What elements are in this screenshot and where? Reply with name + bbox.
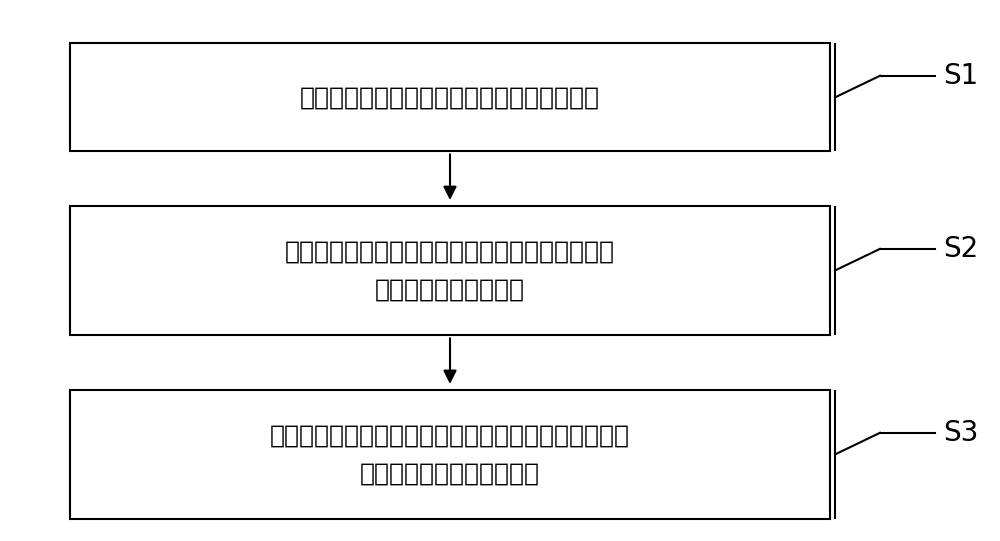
Text: 建立交通排放目标函数: 建立交通排放目标函数 xyxy=(375,278,525,301)
FancyBboxPatch shape xyxy=(70,43,830,151)
Text: S1: S1 xyxy=(943,62,978,90)
FancyBboxPatch shape xyxy=(70,390,830,519)
Text: 建立路段交通流量与路段交通排放的映射关系: 建立路段交通流量与路段交通排放的映射关系 xyxy=(300,85,600,109)
Text: 采用鲁棒优化方法对所述映射关系进行等价转化，: 采用鲁棒优化方法对所述映射关系进行等价转化， xyxy=(285,240,615,263)
Text: S2: S2 xyxy=(943,235,978,263)
Text: 型，求解最优信号配时方案: 型，求解最优信号配时方案 xyxy=(360,461,540,485)
Text: S3: S3 xyxy=(943,419,978,447)
FancyBboxPatch shape xyxy=(70,206,830,335)
Text: 根据所述交通排放目标函数结合交通流模型建立规划模: 根据所述交通排放目标函数结合交通流模型建立规划模 xyxy=(270,424,630,447)
